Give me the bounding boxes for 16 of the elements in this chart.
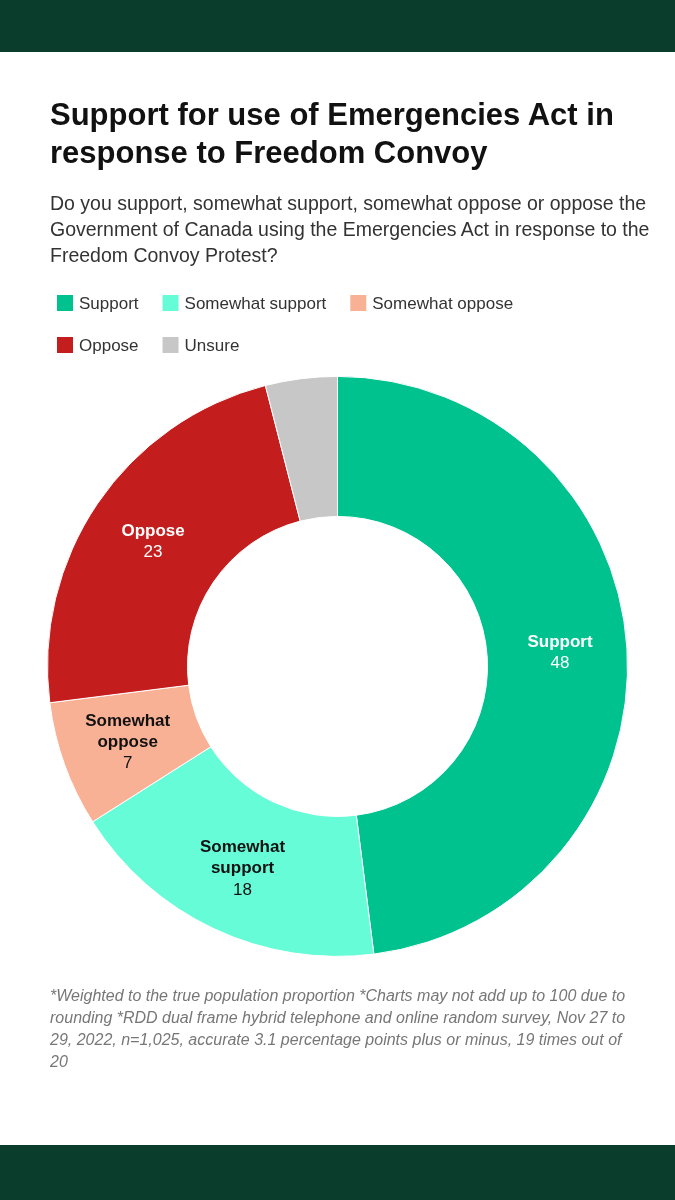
chart-subtitle: Do you support, somewhat support, somewhat oppose or oppose the Government of Canada using the Emergencies Act in response to the Freedom Convoy Protest?: [50, 191, 650, 268]
slice-label: Somewhat oppose: [85, 710, 171, 751]
text: *Weighted to the true population proportion *Charts may not add up to 100 due to rounding *RDD dual frame hybrid telephone and online random survey, Nov 27 to 29, 2022, n=1,025, accurate 3.1 percentage points plus or minus, 19 times out of 20: [50, 986, 627, 1072]
legend-label: Unsure: [184, 335, 240, 355]
data-label: 23: [143, 542, 163, 562]
slice-label: Oppose: [121, 520, 185, 540]
legend-label: Somewhat support: [184, 293, 327, 313]
chart-title: Support for use of Emergencies Act in response to Freedom Convoy: [50, 96, 615, 172]
slice-label: Support: [527, 631, 593, 651]
slice-label: Somewhat support: [200, 837, 286, 878]
legend-label: Support: [79, 293, 139, 313]
data-label: 48: [550, 653, 570, 673]
legend-label: Somewhat oppose: [372, 293, 514, 313]
legend-label: Oppose: [79, 335, 139, 355]
data-label: 18: [233, 879, 253, 899]
data-label: 7: [122, 753, 133, 773]
